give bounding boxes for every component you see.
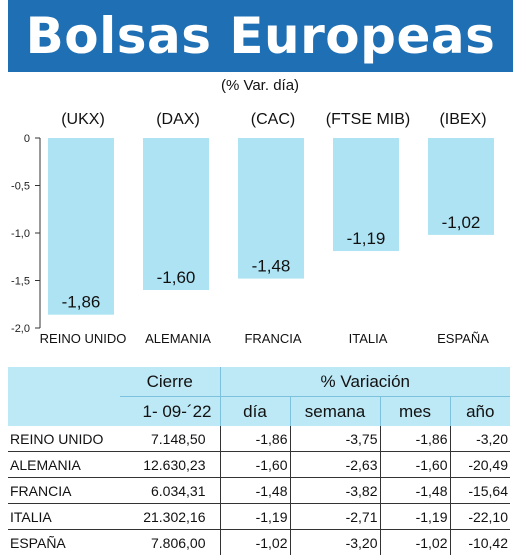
stocks-table: Cierre % Variación 1- 09-´22 día semana … (8, 367, 510, 555)
row-mes: -1,19 (380, 504, 450, 530)
row-close: 7.148,50 (120, 426, 220, 452)
y-tick-label: -1,0 (11, 228, 30, 240)
header-ano: año (450, 397, 510, 427)
row-name: FRANCIA (8, 478, 120, 504)
row-mes: -1,02 (380, 530, 450, 555)
row-name: ESPAÑA (8, 530, 120, 555)
data-label: -1,19 (347, 229, 386, 248)
row-semana: -3,20 (290, 530, 380, 555)
header-dia: día (220, 397, 290, 427)
row-close: 12.630,23 (120, 452, 220, 478)
ticker-label: (UKX) (61, 111, 105, 128)
row-close: 6.034,31 (120, 478, 220, 504)
table-header-row-1: Cierre % Variación (8, 367, 510, 397)
row-dia: -1,19 (220, 504, 290, 530)
header-date: 1- 09-´22 (120, 397, 220, 427)
category-label: REINO UNIDO (40, 331, 127, 346)
row-mes: -1,48 (380, 478, 450, 504)
row-mes: -1,86 (380, 426, 450, 452)
category-label: ITALIA (349, 331, 388, 346)
data-label: -1,02 (442, 213, 481, 232)
row-dia: -1,48 (220, 478, 290, 504)
row-ano: -15,64 (450, 478, 510, 504)
row-name: ITALIA (8, 504, 120, 530)
header-semana: semana (290, 397, 380, 427)
data-label: -1,48 (252, 257, 291, 276)
stocks-table-wrapper: Cierre % Variación 1- 09-´22 día semana … (8, 367, 510, 555)
row-dia: -1,86 (220, 426, 290, 452)
header-blank-2 (8, 397, 120, 427)
header-blank (8, 367, 120, 397)
row-dia: -1,60 (220, 452, 290, 478)
table-header-row-2: 1- 09-´22 día semana mes año (8, 397, 510, 427)
header-variacion: % Variación (220, 367, 510, 397)
row-ano: -10,42 (450, 530, 510, 555)
header-mes: mes (380, 397, 450, 427)
row-dia: -1,02 (220, 530, 290, 555)
row-mes: -1,60 (380, 452, 450, 478)
ticker-label: (DAX) (156, 111, 200, 128)
chart-subtitle: (% Var. día) (0, 77, 520, 94)
data-label: -1,60 (157, 268, 196, 287)
row-semana: -2,71 (290, 504, 380, 530)
row-ano: -3,20 (450, 426, 510, 452)
y-tick-label: -2,0 (11, 323, 30, 335)
y-tick-label: -1,5 (11, 276, 30, 288)
bar (48, 138, 114, 315)
header-cierre: Cierre (120, 367, 220, 397)
ticker-label: (IBEX) (439, 111, 486, 128)
ticker-label: (CAC) (251, 111, 295, 128)
category-label: ESPAÑA (437, 331, 489, 346)
row-semana: -3,82 (290, 478, 380, 504)
row-name: REINO UNIDO (8, 426, 120, 452)
row-ano: -20,49 (450, 452, 510, 478)
chart-title: Bolsas Europeas (26, 7, 496, 65)
bar-chart: 0 -0,5 -1,0 -1,5 -2,0 (UKX) -1,86 REINO UNIDO (D… (0, 98, 520, 358)
title-banner: Bolsas Europeas (8, 0, 513, 72)
row-close: 7.806,00 (120, 530, 220, 555)
row-close: 21.302,16 (120, 504, 220, 530)
row-semana: -3,75 (290, 426, 380, 452)
data-label: -1,86 (62, 293, 101, 312)
category-label: ALEMANIA (145, 331, 211, 346)
row-semana: -2,63 (290, 452, 380, 478)
ticker-label: (FTSE MIB) (326, 111, 410, 128)
category-label: FRANCIA (244, 331, 301, 346)
y-tick-label: -0,5 (11, 181, 30, 193)
y-tick-label: 0 (24, 133, 30, 145)
row-name: ALEMANIA (8, 452, 120, 478)
row-ano: -22,10 (450, 504, 510, 530)
